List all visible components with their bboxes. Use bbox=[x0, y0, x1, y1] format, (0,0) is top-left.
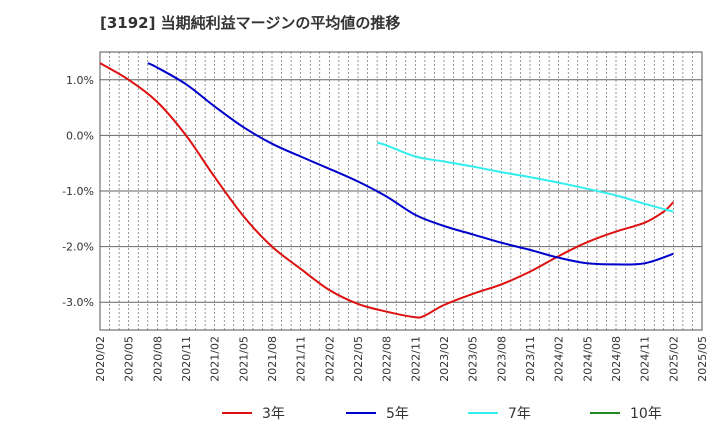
y-tick-label: -3.0% bbox=[62, 296, 94, 309]
x-tick-label: 2023/11 bbox=[524, 336, 537, 382]
x-tick-label: 2020/08 bbox=[151, 336, 164, 382]
legend-label: 10年 bbox=[630, 406, 662, 422]
legend-label: 7年 bbox=[508, 406, 531, 422]
x-tick-label: 2023/08 bbox=[495, 336, 508, 382]
legend-label: 5年 bbox=[386, 406, 409, 422]
y-tick-label: 1.0% bbox=[66, 74, 94, 87]
x-tick-label: 2023/05 bbox=[467, 336, 480, 382]
x-tick-label: 2022/11 bbox=[409, 336, 422, 382]
x-tick-label: 2021/11 bbox=[295, 336, 308, 382]
x-tick-label: 2020/05 bbox=[123, 336, 136, 382]
x-tick-label: 2021/02 bbox=[209, 336, 222, 382]
x-tick-label: 2021/05 bbox=[237, 336, 250, 382]
legend-label: 3年 bbox=[262, 406, 285, 422]
series-line-7年 bbox=[376, 141, 674, 213]
x-tick-label: 2022/02 bbox=[323, 336, 336, 382]
x-tick-label: 2024/05 bbox=[581, 336, 594, 382]
plot-frame bbox=[99, 51, 703, 331]
x-tick-label: 2025/05 bbox=[696, 336, 709, 382]
x-tick-label: 2021/08 bbox=[266, 336, 279, 382]
x-axis-ticks: 2020/02 2020/05 2020/08 2020/11 2021/02 2021/… bbox=[94, 336, 709, 382]
x-tick-label: 2023/02 bbox=[438, 336, 451, 382]
chart-title: [3192] 当期純利益マージンの平均値の推移 bbox=[100, 14, 401, 32]
x-tick-label: 2022/05 bbox=[352, 336, 365, 382]
y-tick-label: -1.0% bbox=[62, 185, 94, 198]
y-tick-label: 0.0% bbox=[66, 129, 94, 142]
grid-layer bbox=[99, 52, 703, 330]
x-tick-label: 2020/02 bbox=[94, 336, 107, 382]
y-axis-ticks: 1.0% 0.0% -1.0% -2.0% -3.0% bbox=[62, 74, 94, 309]
x-tick-label: 2024/11 bbox=[639, 336, 652, 382]
x-tick-label: 2025/02 bbox=[667, 336, 680, 382]
legend: 3年 5年 7年 10年 bbox=[222, 406, 662, 422]
x-tick-label: 2024/02 bbox=[553, 336, 566, 382]
x-tick-label: 2022/08 bbox=[381, 336, 394, 382]
x-tick-label: 2024/08 bbox=[610, 336, 623, 382]
series-line-5年 bbox=[147, 62, 674, 266]
y-tick-label: -2.0% bbox=[62, 241, 94, 254]
series-layer bbox=[99, 62, 675, 319]
series-line-3年 bbox=[99, 62, 675, 319]
x-tick-label: 2020/11 bbox=[180, 336, 193, 382]
